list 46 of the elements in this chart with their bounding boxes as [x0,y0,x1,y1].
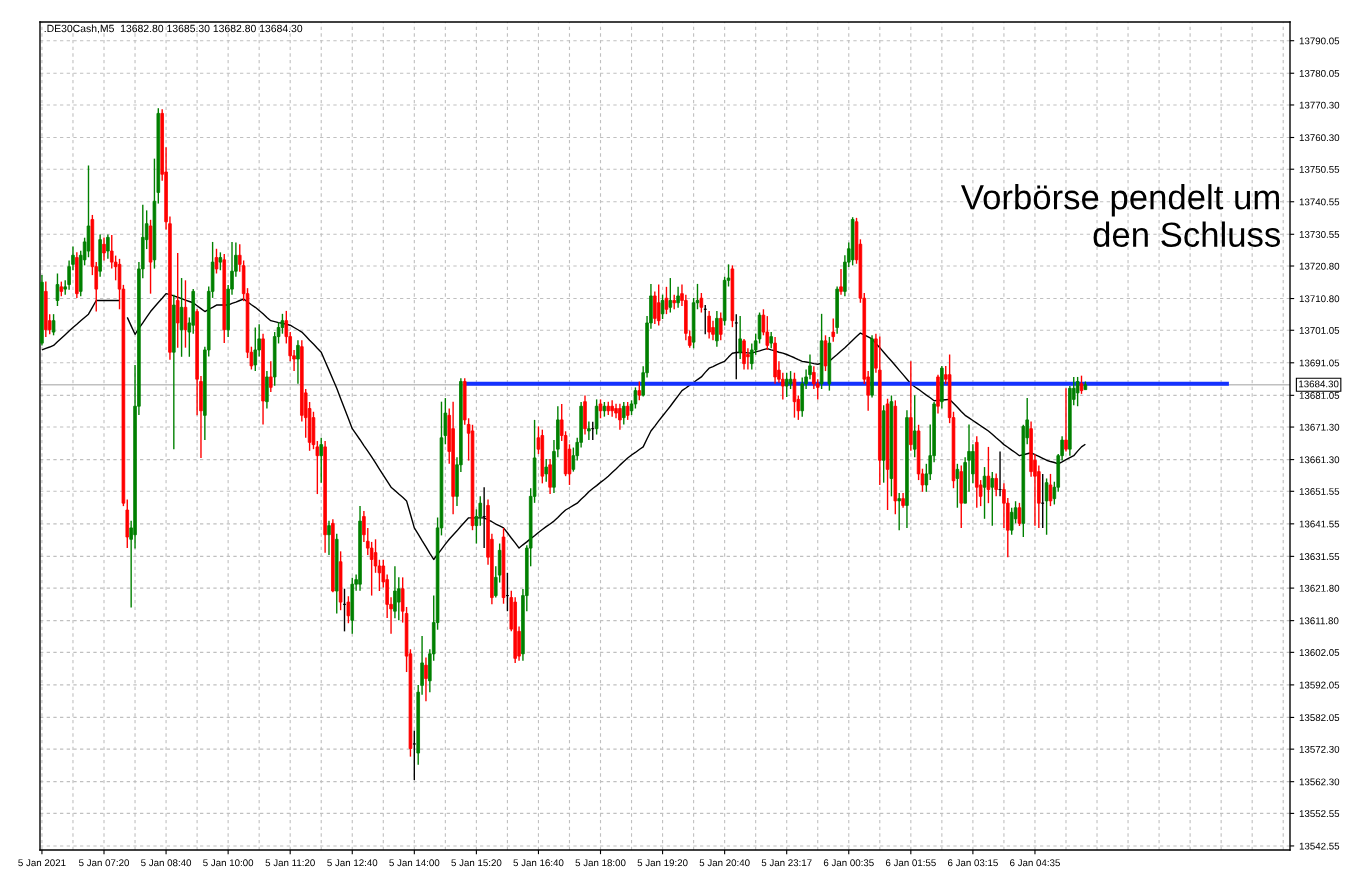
y-tick-label: 13552.55 [1299,810,1340,818]
y-tick-label: 13592.05 [1299,681,1340,689]
x-tick-label: 5 Jan 14:00 [389,859,440,867]
y-tick-label: 13790.05 [1299,37,1340,45]
y-tick-label: 13750.55 [1299,165,1340,173]
x-tick-label: 5 Jan 2021 [18,859,66,867]
y-tick-label: 13611.80 [1299,617,1339,625]
y-tick-label: 13740.55 [1299,198,1340,206]
y-tick-label: 13602.05 [1299,649,1340,656]
y-tick-label: 13671.30 [1299,423,1340,431]
y-tick-label: 13661.30 [1299,456,1340,464]
x-tick-label: 6 Jan 03:15 [947,859,998,867]
x-tick-label: 5 Jan 20:40 [699,859,750,867]
y-tick-label: 13770.30 [1299,101,1340,109]
x-tick-label: 5 Jan 12:40 [327,859,378,867]
x-tick-label: 5 Jan 18:00 [575,859,626,867]
y-tick-label: 13641.55 [1299,520,1340,528]
x-tick-label: 6 Jan 04:35 [1010,859,1060,867]
y-tick-label: 13691.05 [1299,359,1340,367]
y-tick-label: 13631.55 [1299,553,1340,560]
y-tick-label: 13562.30 [1299,778,1340,786]
y-tick-label: 13621.80 [1299,584,1340,592]
y-tick-label: 13651.55 [1299,488,1340,495]
x-tick-label: 5 Jan 11:20 [265,859,315,867]
y-tick-label: 13582.05 [1299,714,1340,722]
x-tick-label: 6 Jan 00:35 [823,859,874,867]
y-tick-label: 13542.55 [1299,842,1340,850]
y-tick-label: 13720.80 [1299,262,1340,270]
y-tick-label: 13572.30 [1299,745,1340,753]
y-tick-label: 13710.80 [1299,295,1340,303]
x-tick-label: 5 Jan 10:00 [203,859,254,867]
y-tick-label: 13730.55 [1299,231,1340,238]
x-tick-label: 5 Jan 23:17 [761,859,812,867]
chart-title: .DE30Cash,M5 13682.80 13685.30 13682.80 13684.30 [44,24,303,34]
y-tick-label: 13701.05 [1299,327,1340,334]
x-tick-label: 5 Jan 15:20 [451,859,502,867]
y-tick-label: 13681.05 [1299,392,1340,399]
x-tick-label: 5 Jan 08:40 [141,859,192,867]
x-tick-label: 5 Jan 16:40 [513,859,564,867]
y-tick-label: 13760.30 [1299,134,1340,142]
annotation: Vorbörse pendelt um den Schluss [961,184,1281,247]
x-tick-label: 5 Jan 07:20 [78,859,130,867]
ref-line-label: 13684.30 [1299,380,1339,388]
x-tick-label: 6 Jan 01:55 [885,859,936,867]
x-tick-label: 5 Jan 19:20 [637,859,688,867]
y-tick-label: 13780.05 [1299,69,1340,77]
